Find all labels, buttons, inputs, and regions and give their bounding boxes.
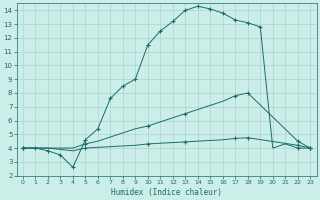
X-axis label: Humidex (Indice chaleur): Humidex (Indice chaleur) (111, 188, 222, 197)
